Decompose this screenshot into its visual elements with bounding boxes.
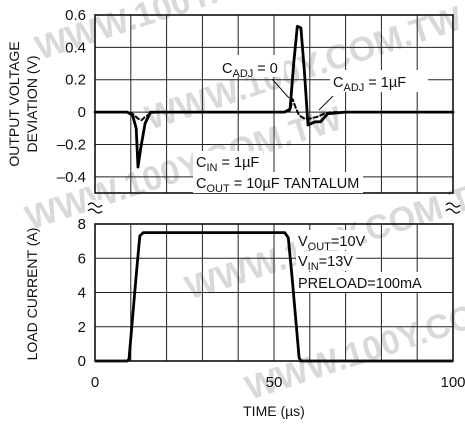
current-ytick-label: 8 [78,216,86,233]
time-xtick-label: 50 [266,374,283,391]
svg-text:VOUT=10V: VOUT=10V [298,234,366,253]
label-preload: PRELOAD=100mA [296,272,438,292]
voltage-ytick-label: 0.6 [65,7,86,24]
svg-text:CIN = 1µF: CIN = 1µF [196,155,259,174]
svg-text:PRELOAD=100mA: PRELOAD=100mA [298,276,422,292]
cadj-1uf-leader [318,95,334,111]
label-cin: CIN = 1µF [193,151,263,174]
time-xtick-label: 0 [91,374,99,391]
current-ytick-label: 0 [78,353,86,370]
current-plot-frame [94,223,454,362]
time-xtick-label: 100 [440,374,465,391]
time-xlabel: TIME (µs) [243,403,305,419]
data-lines [93,24,455,363]
current-ytick-label: 4 [78,285,86,302]
load-current-trace [95,231,453,363]
voltage-ytick-label: 0.2 [65,72,86,89]
axis-break-right [445,200,461,216]
voltage-ytick-label: 0 [78,104,86,121]
label-vout: VOUT=10V [296,230,366,253]
svg-text:COUT = 10µF TANTALUM: COUT = 10µF TANTALUM [196,176,359,195]
label-vin: VIN=13V [296,251,356,273]
voltage-ylabel-line1: OUTPUT VOLTAGE [6,41,22,166]
voltage-trace-cadj-0 [93,24,455,169]
voltage-trace-cadj-1uf [94,98,454,122]
svg-text:CADJ = 1µF: CADJ = 1µF [333,75,406,94]
voltage-ytick-label: –0.4 [57,169,86,186]
voltage-ylabel-line2: DEVIATION (V) [24,56,40,153]
label-cadj-1uf: CADJ = 1µF [330,70,428,94]
voltage-ytick-label: –0.2 [57,136,86,153]
svg-text:CADJ = 0: CADJ = 0 [222,61,278,80]
svg-text:VIN=13V: VIN=13V [298,254,353,273]
current-grid [95,224,453,361]
cadj-0-leader [271,78,290,99]
voltage-ytick-label: 0.4 [65,39,86,56]
label-cout: COUT = 10µF TANTALUM [193,172,363,195]
axis-break-left [87,200,103,216]
current-ytick-label: 2 [78,319,86,336]
label-cadj-0: CADJ = 0 [218,55,284,80]
current-ylabel: LOAD CURRENT (A) [24,228,40,361]
current-ytick-label: 6 [78,250,86,267]
